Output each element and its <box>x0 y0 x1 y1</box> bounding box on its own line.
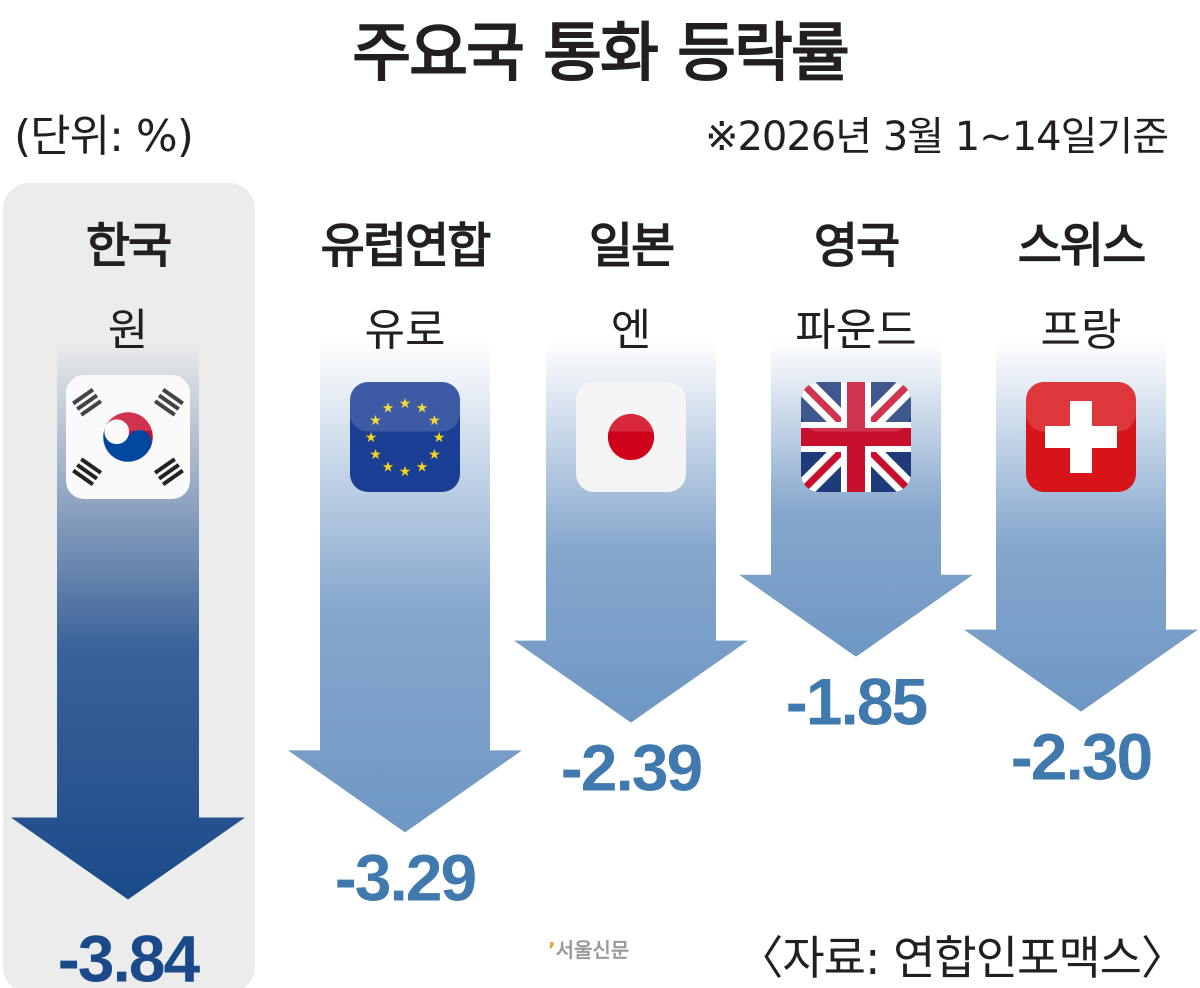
svg-text:★: ★ <box>382 401 395 417</box>
country-label: 영국 <box>814 218 899 274</box>
currency-label: 파운드 <box>795 305 916 356</box>
currency-label: 엔 <box>611 305 651 356</box>
svg-text:★: ★ <box>369 447 382 463</box>
arrow-bar-1 <box>288 340 522 833</box>
svg-text:★: ★ <box>416 459 429 475</box>
value-label: -3.29 <box>335 840 476 914</box>
date-basis-note: ※2026년 3월 1~14일기준 <box>704 114 1169 160</box>
country-label: 유럽연합 <box>321 218 491 274</box>
arrow-bar-4 <box>964 340 1198 712</box>
chart-title: 주요국 통화 등락률 <box>352 17 850 91</box>
swiss-flag-icon <box>1026 382 1136 492</box>
eu-flag-icon: ★★★★★★★★★ ★ ★★ <box>350 382 460 492</box>
svg-text:★: ★ <box>399 464 412 480</box>
value-label: -2.30 <box>1011 720 1151 794</box>
svg-text:★: ★ <box>382 459 395 475</box>
svg-text:★: ★ <box>428 447 441 463</box>
country-label: 일본 <box>589 218 674 274</box>
value-label: -2.39 <box>561 731 702 805</box>
country-label: 스위스 <box>1018 218 1145 274</box>
currency-label: 유로 <box>365 305 446 356</box>
japan-flag-icon <box>576 382 686 492</box>
svg-text:★: ★ <box>433 430 446 446</box>
svg-text:★: ★ <box>428 413 441 429</box>
value-label: -1.85 <box>786 665 927 739</box>
svg-text:★: ★ <box>416 401 429 417</box>
currency-label: 원 <box>108 305 148 356</box>
publisher-logo: ’서울신문 <box>548 938 630 962</box>
source-note: 〈자료: 연합인포맥스〉 <box>737 931 1187 985</box>
korea-flag-icon <box>66 375 190 499</box>
currency-label: 프랑 <box>1041 305 1122 356</box>
svg-text:★: ★ <box>399 396 412 412</box>
arrow-bar-3 <box>739 340 973 657</box>
arrow-bar-2 <box>514 340 748 723</box>
svg-text:★: ★ <box>369 413 382 429</box>
svg-text:★: ★ <box>365 430 378 446</box>
country-label: 한국 <box>86 218 171 274</box>
uk-flag-icon <box>801 382 911 492</box>
unit-label: (단위: %) <box>14 111 194 162</box>
value-label: -3.84 <box>58 921 201 988</box>
